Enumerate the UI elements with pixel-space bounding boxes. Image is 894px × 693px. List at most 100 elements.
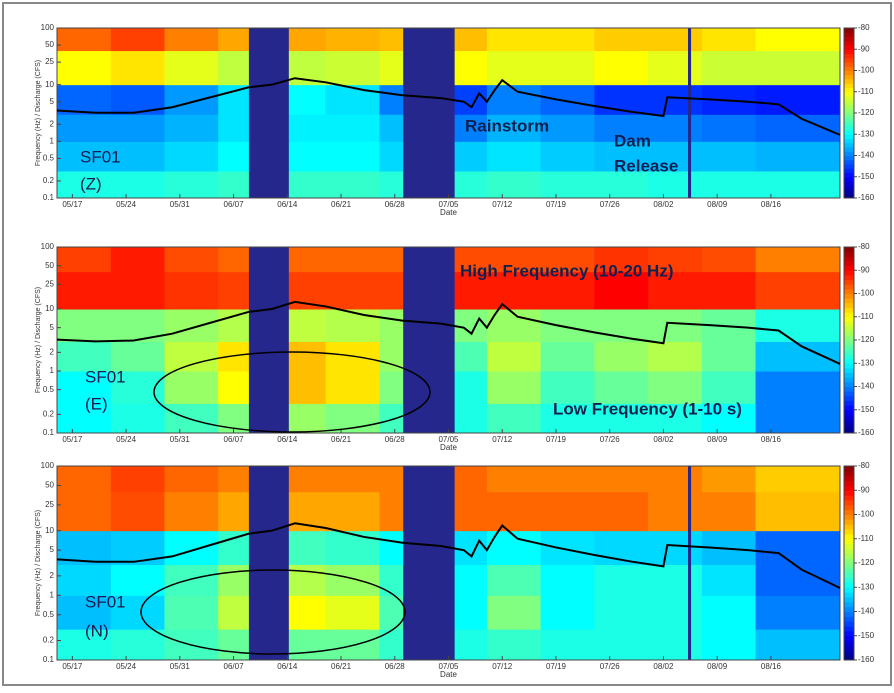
colorbar-step [844,321,854,326]
colorbar-step [844,109,854,114]
heat-cell [756,272,841,310]
y-tick-label: 0.2 [43,176,55,185]
colorbar-step [844,340,854,345]
x-tick-label: 05/17 [62,662,83,671]
heat-cell [487,564,541,595]
colorbar-tick-label: -120 [858,558,875,567]
annotation: Low Frequency (1-10 s) [553,399,742,418]
y-tick-label: 25 [45,500,54,509]
heat-cell [164,171,218,199]
annotation: SF01 [85,367,126,386]
x-tick-label: 07/26 [600,435,621,444]
y-tick-label: 100 [41,242,55,251]
y-tick-label: 10 [45,80,54,89]
colorbar-step [844,156,854,161]
colorbar-step [844,645,854,650]
heat-cell [326,141,380,171]
heat-cell [756,564,841,595]
colorbar-step [844,607,854,612]
colorbar-step [844,247,854,252]
heat-cell [541,595,595,629]
x-tick-label: 08/09 [707,435,728,444]
heat-cell [164,595,218,629]
colorbar-step [844,83,854,88]
heat-cell [326,531,380,565]
colorbar-step [844,641,854,646]
heat-cell [326,85,380,115]
heat-cell [164,492,218,531]
colorbar-step [844,495,854,500]
colorbar-tick-label: -120 [858,108,875,117]
colorbar-step [844,289,854,294]
y-tick-label: 5 [50,545,55,554]
y-tick-label: 0.5 [43,154,55,163]
panel: 0.10.20.512510255010005/1705/2405/3106/0… [35,461,875,679]
colorbar-step [844,37,854,42]
colorbar-step [844,45,854,50]
colorbar-step [844,573,854,578]
y-tick-label: 2 [50,119,55,128]
heat-cell [326,28,380,51]
x-tick-label: 08/09 [707,200,728,209]
heat-cell [57,492,111,531]
colorbar-step [844,631,854,636]
y-tick-label: 25 [45,57,54,66]
colorbar-tick-label: -100 [858,66,875,75]
colorbar-step [844,359,854,364]
colorbar-step [844,303,854,308]
colorbar-tick-label: -130 [858,358,875,367]
heat-cell [702,114,756,142]
heat-cell [164,51,218,86]
heat-cell [164,341,218,371]
y-tick-label: 0.5 [43,610,55,619]
x-tick-label: 08/02 [653,200,674,209]
colorbar-step [844,396,854,401]
y-tick-label: 2 [50,347,55,356]
colorbar-step [844,387,854,392]
colorbar-step [844,368,854,373]
y-tick-label: 50 [45,481,54,490]
colorbar-step [844,317,854,322]
data-gap [249,28,289,198]
heat-cell [702,466,756,492]
colorbar-step [844,41,854,46]
colorbar-step [844,345,854,350]
y-tick-label: 0.1 [43,428,55,437]
colorbar-step [844,612,854,617]
colorbar-step [844,177,854,182]
heat-cell [702,564,756,595]
colorbar-tick-label: -110 [858,534,874,543]
colorbar-step [844,105,854,110]
heat-cell [111,247,165,272]
colorbar-tick-label: -150 [858,631,875,640]
x-tick-label: 06/14 [277,200,298,209]
colorbar-tick-label: -140 [858,607,875,616]
x-tick-label: 08/16 [761,662,782,671]
heat-cell [57,272,111,310]
x-tick-label: 06/07 [224,662,245,671]
x-tick-label: 06/14 [277,435,298,444]
colorbar-step [844,147,854,152]
heat-cell [164,28,218,51]
x-tick-label: 05/17 [62,435,83,444]
heat-cell [111,492,165,531]
colorbar-tick-label: -140 [858,382,875,391]
heat-cell [541,492,595,531]
colorbar-step [844,515,854,520]
heat-cell [648,564,702,595]
heat-cell [541,85,595,115]
colorbar-step [844,58,854,63]
x-axis-label: Date [440,670,457,679]
colorbar-tick-label: -120 [858,335,875,344]
colorbar-step [844,377,854,382]
heat-cell [326,114,380,142]
heat-cell [487,51,541,86]
colorbar-step [844,568,854,573]
heat-cell [57,114,111,142]
annotation: High Frequency (10-20 Hz) [460,261,674,280]
heat-cell [164,466,218,492]
heat-cell [756,85,841,115]
y-tick-label: 0.2 [43,409,55,418]
x-axis-label: Date [440,208,457,217]
heat-cell [648,629,702,660]
